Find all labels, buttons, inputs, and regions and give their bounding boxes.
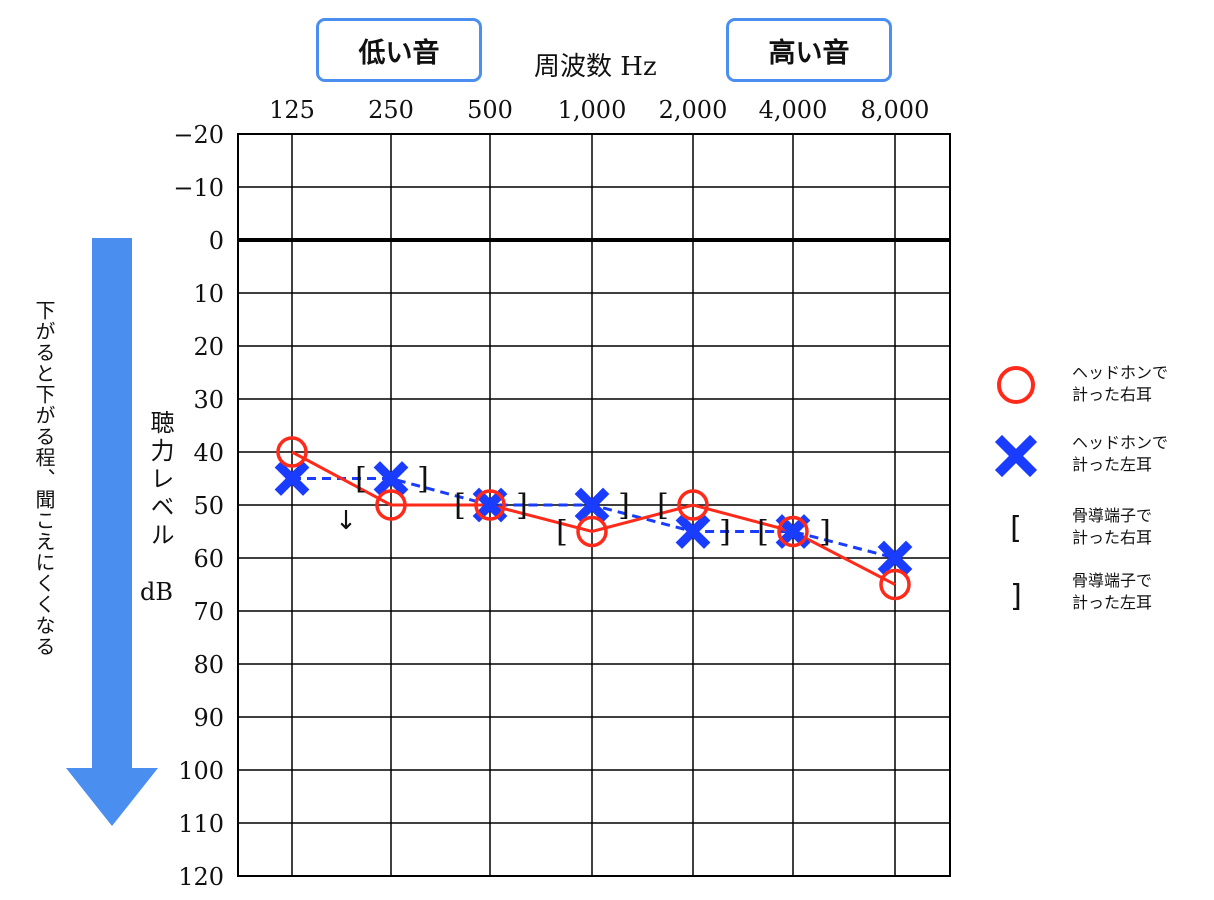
bone-right-marker: [ xyxy=(556,515,568,550)
legend-left-bracket-icon: [ xyxy=(1010,511,1022,546)
bone-right-marker: [ xyxy=(355,462,367,497)
y-tick-label: 70 xyxy=(193,598,224,626)
bone-left-marker: ] xyxy=(819,515,831,550)
y-axis-title: 聴力レベル xyxy=(146,410,174,550)
y-tick-label: −10 xyxy=(173,174,224,202)
y-tick-label: 100 xyxy=(178,757,224,785)
y-tick-label: 20 xyxy=(193,333,224,361)
low-pitch-label: 低い音 xyxy=(316,18,482,82)
y-tick-label: −20 xyxy=(173,121,224,149)
legend-right-bracket-icon: ] xyxy=(1010,579,1022,614)
right-ear-circle-point xyxy=(474,489,506,521)
x-axis-title: 周波数 Hz xyxy=(534,52,657,82)
bone-right-marker: [ xyxy=(454,488,466,523)
x-tick-label: 500 xyxy=(467,96,513,124)
cross-stroke xyxy=(574,487,610,523)
right-ear-circle-point xyxy=(879,568,911,601)
bone-left-marker: ] xyxy=(719,515,731,550)
legend-label-left-bone: 骨導端子で 計った左耳 xyxy=(1072,571,1153,612)
cross-stroke xyxy=(274,461,310,496)
bone-right-marker: [ xyxy=(757,515,769,550)
bone-left-marker: ] xyxy=(417,462,429,497)
y-tick-label: 110 xyxy=(178,810,224,838)
left-ear-cross-point xyxy=(472,487,508,523)
x-tick-label: 2,000 xyxy=(659,96,728,124)
bone-left-marker: ] xyxy=(516,488,528,523)
cross-stroke xyxy=(994,434,1038,478)
legend-circle-icon xyxy=(997,366,1035,404)
direction-note: 下がると下がる程、聞こえにくくなる xyxy=(32,300,56,657)
right-ear-circle-point xyxy=(677,489,709,521)
high-pitch-label: 高い音 xyxy=(726,18,892,82)
y-tick-label: 120 xyxy=(178,863,224,891)
y-tick-label: 30 xyxy=(193,386,224,414)
legend-label-right-air: ヘッドホンで 計った右耳 xyxy=(1072,363,1169,404)
left-ear-cross-point xyxy=(373,461,409,496)
cross-stroke xyxy=(775,514,811,549)
cross-stroke xyxy=(877,540,913,576)
left-ear-cross-point xyxy=(274,461,310,496)
cross-stroke xyxy=(472,487,508,523)
left-ear-cross-point xyxy=(775,514,811,549)
bone-right-marker: [ xyxy=(657,488,669,523)
y-tick-label: 40 xyxy=(193,439,224,467)
left-ear-cross-point xyxy=(574,487,610,523)
cross-stroke xyxy=(675,514,711,549)
x-tick-label: 8,000 xyxy=(861,96,930,124)
right-ear-circle-point xyxy=(276,436,308,468)
left-ear-cross-point xyxy=(877,540,913,576)
right-ear-circle-point xyxy=(777,515,809,548)
cross-stroke xyxy=(373,461,409,496)
y-axis-unit: dB xyxy=(140,578,173,606)
legend-label-left-air: ヘッドホンで 計った左耳 xyxy=(1072,433,1169,474)
x-tick-label: 250 xyxy=(368,96,414,124)
plot-frame xyxy=(237,133,951,877)
y-tick-label: 80 xyxy=(193,651,224,679)
right-ear-circle-point xyxy=(375,489,407,521)
legend-cross-icon xyxy=(994,434,1038,478)
y-tick-label: 0 xyxy=(209,227,224,255)
legend-label-right-bone: 骨導端子で 計った右耳 xyxy=(1072,506,1153,547)
x-tick-label: 1,000 xyxy=(558,96,627,124)
bone-left-marker: ] xyxy=(618,488,630,523)
annotation-arrow: ↓ xyxy=(335,506,357,536)
y-tick-label: 90 xyxy=(193,704,224,732)
x-tick-label: 4,000 xyxy=(759,96,828,124)
left-ear-cross-point xyxy=(675,514,711,549)
down-arrow-icon xyxy=(66,238,158,826)
right-ear-circle-point xyxy=(576,515,608,548)
y-tick-label: 50 xyxy=(193,492,224,520)
x-tick-label: 125 xyxy=(269,96,315,124)
y-tick-label: 60 xyxy=(193,545,224,573)
y-tick-label: 10 xyxy=(193,280,224,308)
